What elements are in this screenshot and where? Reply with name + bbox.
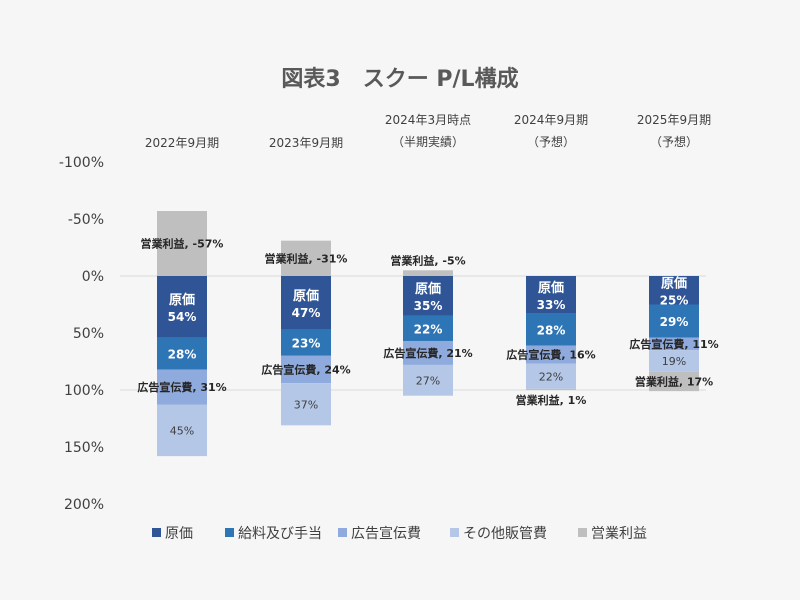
operating-profit-label: 営業利益, -57% [141,237,224,251]
category-label-sub: （予想） [650,134,698,149]
legend-swatch [338,528,347,537]
legend-label: 給料及び手当 [238,526,322,542]
category-label: 2024年3月時点 [385,113,471,127]
bar-other-sga [649,350,699,372]
advertising-label: 広告宣伝費, 31% [137,380,226,394]
salary-value-label: 23% [292,337,321,351]
category-label: 2024年9月期 [514,113,588,127]
bar-cost [526,276,576,314]
y-axis: -100% -50% 0% 50% 100% 150% 200% [59,155,104,513]
cost-value-label: 25% [660,293,689,307]
bar-salary [649,304,699,338]
operating-profit-label: 営業利益, -31% [265,251,348,265]
bar-other-sga [403,364,453,396]
other-sga-label: 45% [170,424,194,437]
legend-swatch [450,528,459,537]
category-label: 2022年9月期 [145,136,219,150]
bar-cost [403,276,453,316]
bar-advertising [649,337,699,351]
bar-cost [281,276,331,330]
cost-name-label: 原価 [169,292,195,308]
salary-value-label: 28% [537,324,566,338]
other-sga-label: 22% [539,370,563,383]
bar-advertising [526,345,576,364]
advertising-label: 広告宣伝費, 11% [629,337,718,351]
y-tick-label: 150% [64,440,104,456]
legend: 原価 給料及び手当 広告宣伝費 その他販管費 営業利益 [152,526,647,542]
chart-title: 図表3 スクー P/L構成 [281,66,518,92]
bar-operating-profit [281,240,331,276]
salary-value-label: 28% [168,348,197,362]
bar-other-sga [526,363,576,389]
operating-profit-label: 営業利益, 17% [635,374,713,388]
cost-name-label: 原価 [415,281,441,297]
category-label-sub: （予想） [527,134,575,149]
y-tick-label: 100% [64,383,104,399]
bar-operating-profit [403,270,453,276]
bar-advertising [403,340,453,365]
category-label: 2025年9月期 [637,113,711,127]
y-tick-label: 50% [73,326,104,342]
salary-value-label: 22% [414,322,443,336]
bar-advertising [157,369,207,405]
data-labels: 原価 54% 28% 広告宣伝費, 31% 45% 営業利益, -57% 原価 47% 23% 広… [137,237,718,438]
cost-name-label: 原価 [538,280,564,296]
advertising-label: 広告宣伝費, 24% [261,362,350,376]
bar-cost [157,276,207,338]
y-tick-label: 200% [64,497,104,513]
bar-salary [281,329,331,356]
legend-label: その他販管費 [463,526,547,542]
stacked-bars [157,211,699,457]
legend-label: 原価 [165,526,193,542]
legend-swatch [225,528,234,537]
y-tick-label: -100% [59,155,104,171]
bar-salary [526,313,576,346]
other-sga-label: 27% [416,374,440,387]
legend-label: 営業利益 [591,526,647,542]
bar-cost [649,276,699,305]
salary-value-label: 29% [660,315,689,329]
category-label-sub: （半期実績） [392,134,464,149]
operating-profit-label: 営業利益, 1% [516,393,587,407]
operating-profit-label: 営業利益, -5% [390,253,465,267]
legend-swatch [152,528,161,537]
y-tick-label: -50% [68,212,104,228]
cost-value-label: 47% [292,306,321,320]
other-sga-label: 19% [662,355,686,368]
cost-name-label: 原価 [661,275,687,291]
advertising-label: 広告宣伝費, 16% [506,348,595,362]
category-label: 2023年9月期 [269,136,343,150]
bar-operating-profit [157,211,207,276]
bar-salary [157,337,207,370]
legend-label: 広告宣伝費 [351,526,421,542]
legend-swatch [578,528,587,537]
cost-value-label: 33% [537,298,566,312]
cost-value-label: 54% [168,310,197,324]
cost-value-label: 35% [414,299,443,313]
other-sga-label: 37% [294,398,318,411]
bar-salary [403,315,453,341]
bar-operating-profit [526,388,576,390]
bar-other-sga [281,383,331,426]
bar-operating-profit [649,371,699,392]
bar-advertising [281,355,331,384]
y-tick-label: 0% [82,269,104,285]
bar-other-sga [157,404,207,457]
advertising-label: 広告宣伝費, 21% [383,346,472,360]
category-labels: 2022年9月期 2023年9月期 2024年3月時点 （半期実績） 2024年9月期 （… [145,113,711,150]
cost-name-label: 原価 [293,288,319,304]
